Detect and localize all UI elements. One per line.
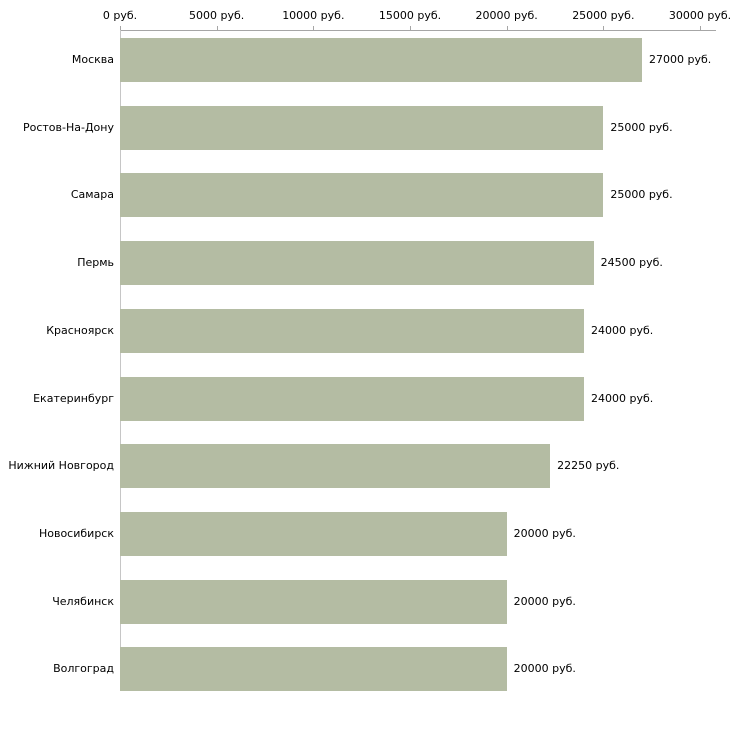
- bar: [120, 444, 551, 489]
- bar: [120, 511, 507, 556]
- value-label: 20000 руб.: [513, 594, 576, 608]
- chart-row: Пермь 24500 руб.: [0, 241, 730, 286]
- x-tick-mark: [506, 26, 508, 30]
- value-label: 27000 руб.: [649, 53, 712, 66]
- category-label: Челябинск: [52, 594, 114, 608]
- value-label: 20000 руб.: [513, 526, 576, 540]
- x-tick-label: 30000 руб.: [668, 9, 730, 22]
- category-label: Пермь: [77, 256, 114, 270]
- x-tick-mark: [216, 26, 218, 30]
- category-label: Самара: [70, 188, 114, 202]
- chart-row: Екатеринбург 24000 руб.: [0, 376, 730, 421]
- x-tick-mark: [700, 26, 701, 30]
- x-tick-mark: [603, 26, 605, 30]
- value-label: 25000 руб.: [610, 120, 673, 134]
- x-tick-label: 5000 руб.: [189, 9, 245, 22]
- x-tick-label: 10000 руб.: [282, 9, 345, 22]
- bar: [120, 308, 584, 353]
- x-tick-label: 25000 руб.: [572, 9, 635, 22]
- bar: [120, 376, 584, 421]
- category-label: Ростов-На-Дону: [22, 120, 114, 134]
- bar: [120, 647, 507, 692]
- value-label: 22250 руб.: [557, 459, 620, 473]
- chart-row: Красноярск 24000 руб.: [0, 308, 730, 353]
- chart-row: Волгоград 20000 руб.: [0, 647, 730, 692]
- x-tick-label: 20000 руб.: [475, 9, 538, 22]
- x-axis-line: [120, 30, 716, 31]
- x-tick-label: 15000 руб.: [378, 9, 442, 22]
- x-tick-mark: [313, 26, 315, 30]
- chart-row: Нижний Новгород 22250 руб.: [0, 444, 730, 489]
- chart-row: Москва 27000 руб.: [0, 38, 730, 82]
- value-label: 24500 руб.: [600, 256, 663, 270]
- value-label: 24000 руб.: [591, 391, 654, 405]
- value-label: 25000 руб.: [610, 188, 673, 202]
- chart-row: Челябинск 20000 руб.: [0, 579, 730, 624]
- category-label: Москва: [71, 53, 114, 66]
- x-tick-mark: [120, 26, 121, 30]
- x-tick-label: 0 руб.: [102, 9, 138, 22]
- bar: [120, 173, 604, 218]
- x-tick-mark: [410, 26, 411, 30]
- value-label: 24000 руб.: [591, 323, 654, 337]
- category-label: Волгоград: [53, 662, 114, 676]
- category-label: Новосибирск: [38, 526, 114, 540]
- bar: [120, 579, 507, 624]
- y-axis-line: [120, 30, 121, 691]
- category-label: Красноярск: [46, 323, 114, 337]
- bar: [120, 105, 604, 150]
- value-label: 20000 руб.: [513, 662, 576, 676]
- category-label: Нижний Новгород: [8, 459, 114, 473]
- category-label: Екатеринбург: [33, 391, 114, 405]
- bar: [120, 241, 594, 286]
- chart-row: Ростов-На-Дону 25000 руб.: [0, 105, 730, 150]
- chart-row: Самара 25000 руб.: [0, 173, 730, 218]
- bar: [120, 38, 642, 82]
- chart-row: Новосибирск 20000 руб.: [0, 511, 730, 556]
